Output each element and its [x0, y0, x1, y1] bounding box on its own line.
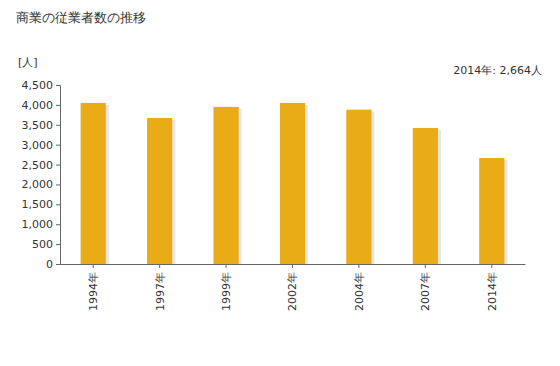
y-axis: 0 500 1,000 1,500 2,000 2,500 3,000 3,500 4,000 4…: [22, 79, 61, 271]
bar: [479, 158, 504, 264]
x-tick: 1994年: [87, 264, 100, 311]
y-tick: 4,500: [22, 79, 61, 92]
bar: [213, 107, 238, 264]
title: 商業の従業者数の推移: [16, 10, 146, 25]
x-tick-label: 1994年: [87, 272, 100, 311]
x-tick: 2004年: [353, 264, 366, 311]
y-tick: 2,000: [22, 178, 61, 191]
y-tick-label: 1,500: [22, 198, 54, 211]
y-tick-label: 4,000: [22, 99, 54, 112]
y-tick-label: 3,500: [22, 119, 54, 132]
y-tick-mark: [56, 145, 60, 146]
x-tick-label: 2014年: [486, 272, 499, 311]
x-tick: 2002年: [286, 264, 299, 311]
x-tick-mark: [226, 264, 227, 268]
y-tick-mark: [56, 184, 60, 185]
y-tick: 3,500: [22, 119, 61, 132]
x-tick-mark: [491, 264, 492, 268]
x-tick-mark: [425, 264, 426, 268]
y-tick-mark: [56, 85, 60, 86]
x-axis: 1994年 1997年 1999年 2002年 2004年 2007年 2014年: [61, 264, 526, 311]
y-tick-label: 1,000: [22, 218, 54, 231]
y-tick: 3,000: [22, 139, 61, 152]
y-tick-label: 0: [46, 258, 53, 271]
y-tick-mark: [56, 125, 60, 126]
plot: 0 500 1,000 1,500 2,000 2,500 3,000 3,500 4,000 4…: [22, 79, 526, 311]
x-tick-label: 2007年: [419, 272, 432, 311]
x-tick: 1997年: [153, 264, 166, 311]
x-tick: 2007年: [419, 264, 432, 311]
y-tick-mark: [56, 165, 60, 166]
y-tick: 2,500: [22, 159, 61, 172]
chart: 0 500 1,000 1,500 2,000 2,500 3,000 3,500 4,000 4…: [0, 0, 560, 366]
y-tick-mark: [56, 224, 60, 225]
y-tick-mark: [56, 264, 60, 265]
bar: [413, 128, 438, 264]
bars: [81, 103, 508, 264]
y-tick: 4,000: [22, 99, 61, 112]
y-tick: 1,500: [22, 198, 61, 211]
y-tick-label: 2,500: [22, 159, 54, 172]
x-tick-label: 2004年: [353, 272, 366, 311]
annotation: 2014年: 2,664人: [453, 64, 542, 77]
y-tick-mark: [56, 105, 60, 106]
y-tick-label: 2,000: [22, 178, 54, 191]
bar: [346, 110, 371, 264]
x-tick-mark: [93, 264, 94, 268]
y-tick-label: 3,000: [22, 139, 54, 152]
bar: [147, 118, 172, 264]
y-tick-label: 4,500: [22, 79, 54, 92]
x-tick-mark: [159, 264, 160, 268]
x-tick-label: 2002年: [286, 272, 299, 311]
y-axis-line: [56, 86, 61, 265]
x-tick: 1999年: [220, 264, 233, 311]
bar: [280, 103, 305, 264]
x-tick-mark: [358, 264, 359, 268]
x-tick-label: 1999年: [220, 272, 233, 311]
x-tick-mark: [292, 264, 293, 268]
bar: [81, 103, 106, 264]
x-tick: 2014年: [486, 264, 499, 311]
y-tick: 1,000: [22, 218, 61, 231]
y-axis-title: [人]: [18, 56, 38, 69]
y-tick-mark: [56, 204, 60, 205]
x-tick-label: 1997年: [153, 272, 166, 311]
y-tick: 0: [46, 258, 60, 271]
y-tick-mark: [56, 244, 60, 245]
y-tick-label: 500: [32, 238, 53, 251]
y-tick: 500: [32, 238, 60, 251]
